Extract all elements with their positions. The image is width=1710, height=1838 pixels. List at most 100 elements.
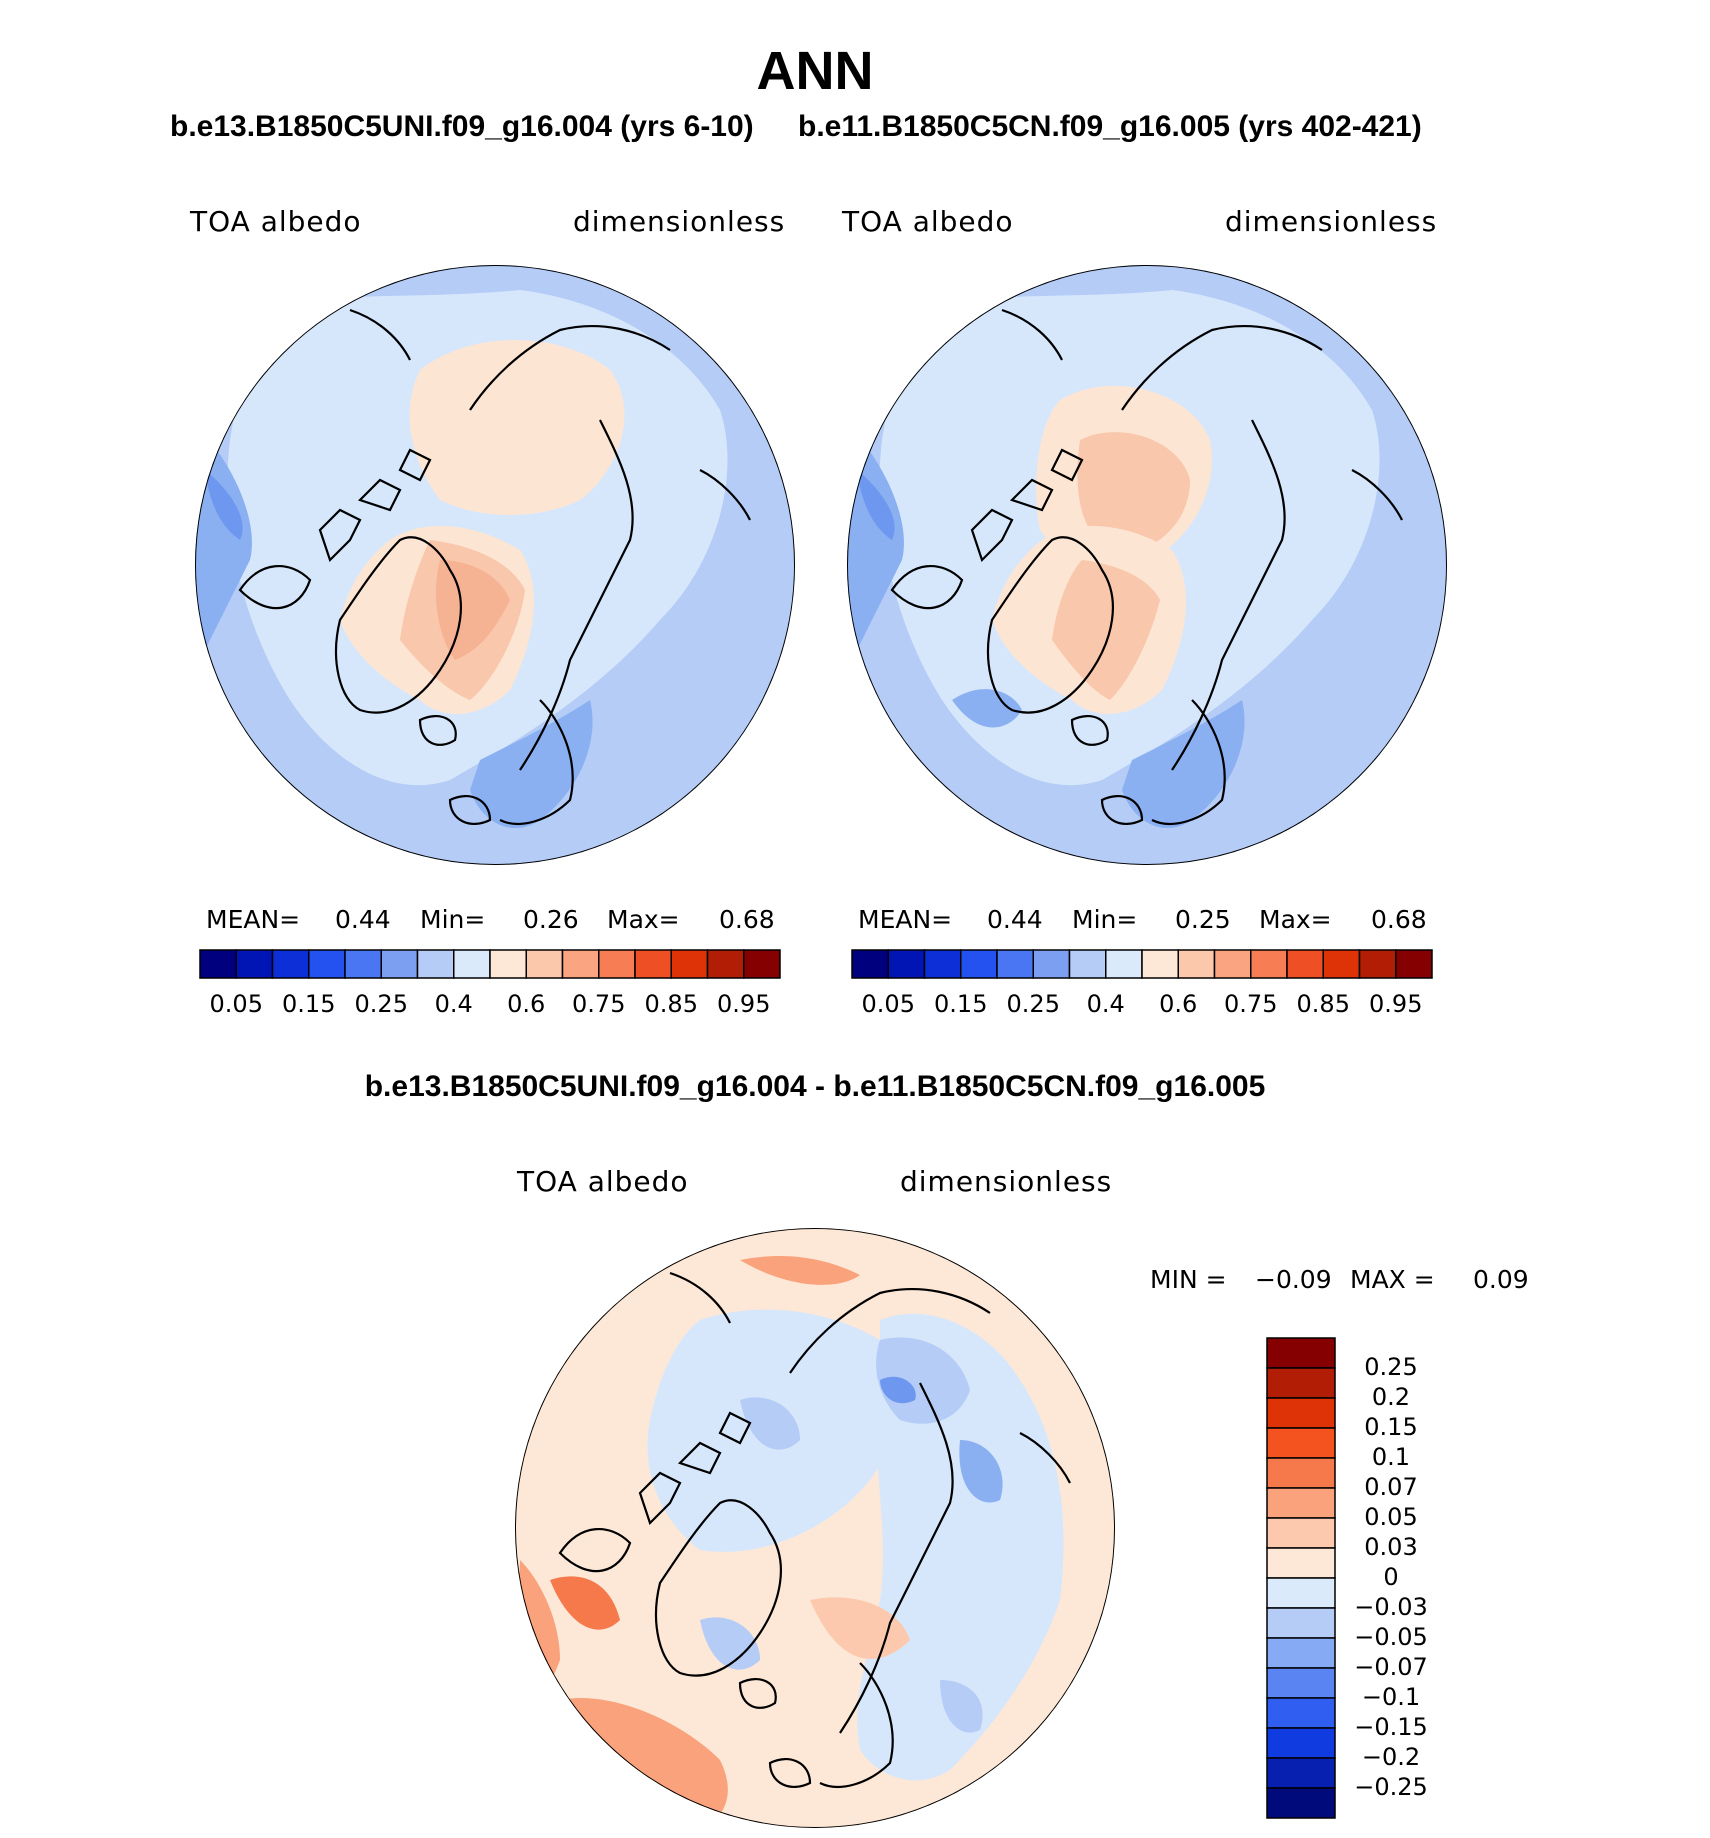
map-difference <box>515 1228 1115 1828</box>
colorbar-difference-swatch-3 <box>1266 1427 1336 1459</box>
map-left <box>195 265 795 865</box>
colorbar-difference-tick-label: −0.05 <box>1354 1623 1428 1651</box>
panel-right-variable-label: TOA albedo <box>842 205 1014 238</box>
panel-left-max-label: Max= <box>607 905 680 934</box>
colorbar-difference-swatch-13 <box>1266 1727 1336 1759</box>
colorbar-difference-tick-label: 0.2 <box>1371 1383 1411 1411</box>
colorbar-difference-swatch-11 <box>1266 1667 1336 1699</box>
coastlines-left <box>238 308 751 825</box>
colorbar-right-swatch-14 <box>1358 949 1397 979</box>
colorbar-left-swatch-12 <box>634 949 672 979</box>
panel-right-mean-value: 0.44 <box>987 905 1043 934</box>
colorbar-difference-tick-label: 0 <box>1383 1563 1399 1591</box>
coastlines-right <box>890 308 1403 825</box>
coastlines-difference <box>558 1271 1071 1788</box>
colorbar-difference-swatch-15 <box>1266 1787 1336 1819</box>
colorbar-difference-tick-label: −0.2 <box>1361 1743 1421 1771</box>
colorbar-right-swatch-2 <box>923 949 962 979</box>
panel-right-min-value: 0.25 <box>1175 905 1231 934</box>
colorbar-left-swatch-4 <box>344 949 382 979</box>
colorbar-left-swatch-7 <box>453 949 491 979</box>
colorbar-right-tick-label: 0.75 <box>1224 990 1278 1018</box>
panel-left-variable-label: TOA albedo <box>190 205 362 238</box>
panel-left-mean-value: 0.44 <box>335 905 391 934</box>
colorbar-difference-tick-label: −0.25 <box>1354 1773 1428 1801</box>
colorbar-difference-tick-label: 0.25 <box>1364 1353 1418 1381</box>
panel-left-title: b.e13.B1850C5UNI.f09_g16.004 (yrs 6-10) <box>170 110 754 143</box>
colorbar-right-swatch-11 <box>1250 949 1288 979</box>
panel-right-mean-label: MEAN= <box>858 905 953 934</box>
colorbar-left-swatch-1 <box>235 949 274 979</box>
colorbar-difference-swatch-4 <box>1266 1457 1336 1489</box>
colorbar-left-tick-label: 0.25 <box>354 990 408 1018</box>
colorbar-difference-swatch-2 <box>1266 1397 1336 1429</box>
colorbar-right-swatch-6 <box>1068 949 1107 979</box>
colorbar-right-swatch-9 <box>1177 949 1216 979</box>
colorbar-left-swatch-2 <box>271 949 310 979</box>
colorbar-left-tick-label: 0.75 <box>572 990 626 1018</box>
colorbar-difference-tick-label: 0.03 <box>1364 1533 1418 1561</box>
colorbar-left-tick-label: 0.15 <box>282 990 336 1018</box>
colorbar-difference <box>1266 1337 1336 1819</box>
colorbar-difference-swatch-8 <box>1266 1577 1336 1609</box>
colorbar-difference-tick-label: 0.1 <box>1371 1443 1411 1471</box>
colorbar-left-tick-label: 0.85 <box>644 990 698 1018</box>
colorbar-left-tick-label: 0.6 <box>507 990 546 1018</box>
colorbar-left-swatch-6 <box>416 949 455 979</box>
colorbar-right-tick-label: 0.6 <box>1159 990 1198 1018</box>
panel-right-units-label: dimensionless <box>1225 205 1438 238</box>
colorbar-right-swatch-4 <box>996 949 1034 979</box>
colorbar-right-tick-label: 0.85 <box>1296 990 1350 1018</box>
colorbar-difference-swatch-7 <box>1266 1547 1336 1579</box>
colorbar-right-swatch-0 <box>851 949 889 979</box>
colorbar-right-swatch-3 <box>960 949 998 979</box>
colorbar-difference-tick-label: −0.15 <box>1354 1713 1428 1741</box>
difference-max-value: 0.09 <box>1473 1265 1529 1294</box>
colorbar-right-swatch-15 <box>1395 949 1433 979</box>
colorbar-difference-swatch-14 <box>1266 1757 1336 1789</box>
colorbar-right-tick-label: 0.25 <box>1006 990 1060 1018</box>
colorbar-right-swatch-5 <box>1032 949 1071 979</box>
colorbar-left-swatch-3 <box>308 949 346 979</box>
colorbar-right-swatch-13 <box>1322 949 1361 979</box>
colorbar-left-tick-label: 0.4 <box>434 990 473 1018</box>
colorbar-difference-tick-label: 0.15 <box>1364 1413 1418 1441</box>
colorbar-difference-swatch-1 <box>1266 1367 1336 1399</box>
colorbar-left <box>199 949 781 979</box>
panel-left-mean-label: MEAN= <box>206 905 301 934</box>
colorbar-difference-tick-label: −0.1 <box>1361 1683 1421 1711</box>
difference-title: b.e13.B1850C5UNI.f09_g16.004 - b.e11.B18… <box>364 1070 1266 1103</box>
colorbar-left-swatch-0 <box>199 949 237 979</box>
colorbar-left-swatch-13 <box>670 949 709 979</box>
colorbar-difference-swatch-10 <box>1266 1637 1336 1669</box>
colorbar-right-swatch-8 <box>1141 949 1179 979</box>
colorbar-left-tick-label: 0.95 <box>717 990 771 1018</box>
difference-units-label: dimensionless <box>900 1165 1113 1198</box>
colorbar-left-swatch-9 <box>525 949 564 979</box>
difference-min-value: −0.09 <box>1255 1265 1332 1294</box>
colorbar-right-tick-label: 0.05 <box>861 990 915 1018</box>
colorbar-difference-swatch-6 <box>1266 1517 1336 1549</box>
colorbar-left-swatch-8 <box>489 949 527 979</box>
colorbar-left-tick-label: 0.05 <box>209 990 263 1018</box>
colorbar-difference-tick-label: 0.07 <box>1364 1473 1418 1501</box>
difference-max-label: MAX = <box>1350 1265 1435 1294</box>
colorbar-left-swatch-5 <box>380 949 419 979</box>
colorbar-left-swatch-14 <box>706 949 745 979</box>
colorbar-left-swatch-10 <box>561 949 600 979</box>
colorbar-left-swatch-11 <box>598 949 636 979</box>
panel-right-min-label: Min= <box>1072 905 1138 934</box>
colorbar-right-swatch-10 <box>1213 949 1252 979</box>
colorbar-difference-swatch-12 <box>1266 1697 1336 1729</box>
colorbar-right-swatch-1 <box>887 949 926 979</box>
colorbar-difference-tick-label: −0.03 <box>1354 1593 1428 1621</box>
panel-right-max-value: 0.68 <box>1371 905 1427 934</box>
panel-left-min-label: Min= <box>420 905 486 934</box>
colorbar-difference-tick-label: 0.05 <box>1364 1503 1418 1531</box>
colorbar-difference-swatch-5 <box>1266 1487 1336 1519</box>
colorbar-difference-swatch-0 <box>1266 1337 1336 1369</box>
colorbar-difference-swatch-9 <box>1266 1607 1336 1639</box>
colorbar-right <box>851 949 1433 979</box>
colorbar-left-swatch-15 <box>743 949 781 979</box>
